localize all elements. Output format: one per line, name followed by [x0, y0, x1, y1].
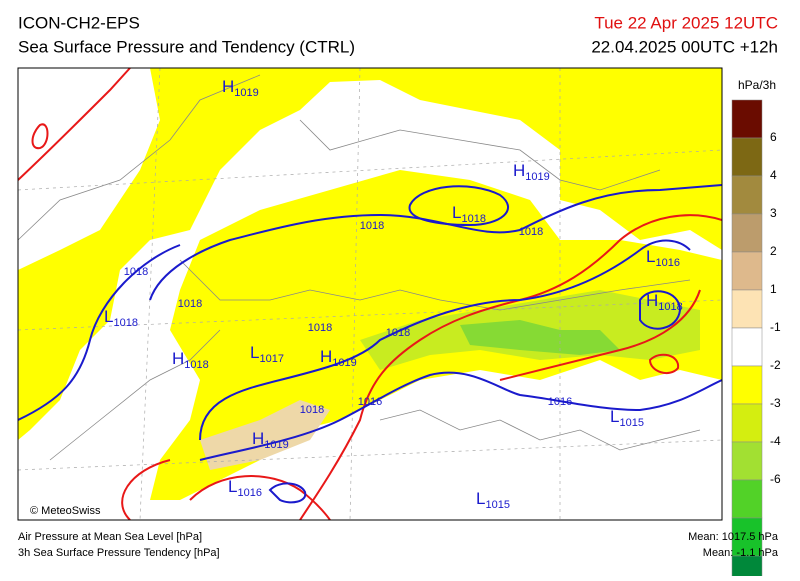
model-name: ICON-CH2-EPS — [18, 13, 140, 32]
pressure-center: L1016 — [646, 247, 680, 268]
isobar-label: 1016 — [548, 396, 572, 408]
legend-label: 2 — [770, 244, 777, 258]
isobar-label: 1018 — [360, 220, 384, 232]
center-letter: L — [228, 477, 237, 496]
legend-swatch — [731, 327, 763, 367]
center-letter: L — [646, 247, 655, 266]
center-letter: H — [172, 349, 184, 368]
map-title: Sea Surface Pressure and Tendency (CTRL) — [18, 37, 355, 56]
center-value: 1017 — [259, 353, 283, 365]
isobar-label: 1018 — [178, 298, 202, 310]
tendency-contours — [18, 68, 722, 520]
center-letter: L — [104, 307, 113, 326]
map: © MeteoSwiss H1019H1019L1018L1016H1018L1… — [17, 67, 723, 521]
center-letter: L — [610, 407, 619, 426]
footer-line: Air Pressure at Mean Sea Level [hPa] — [18, 531, 202, 543]
tendency-area — [18, 68, 722, 440]
legend-swatch — [731, 251, 763, 291]
pressure-center: L1018 — [104, 307, 138, 328]
center-value: 1015 — [485, 499, 509, 511]
legend-swatch — [731, 365, 763, 405]
legend-swatch — [731, 403, 763, 443]
isobar-label: 1018 — [519, 226, 543, 238]
pressure-center: H1018 — [172, 349, 209, 370]
map-frame — [17, 67, 723, 521]
center-letter: H — [320, 347, 332, 366]
legend: hPa/3h 6 4 3 2 1 -1 -2 -3 -4 -6 — [731, 78, 781, 581]
legend-swatch — [731, 289, 763, 329]
center-letter: H — [646, 291, 658, 310]
credit: © MeteoSwiss — [30, 505, 101, 517]
pressure-center: H1019 — [252, 429, 289, 450]
pressure-center: H1018 — [646, 291, 683, 312]
center-value: 1019 — [264, 439, 288, 451]
borders — [18, 74, 701, 461]
center-value: 1016 — [655, 257, 679, 269]
legend-swatch — [731, 137, 763, 177]
center-letter: L — [476, 489, 485, 508]
pressure-center: L1018 — [452, 203, 486, 224]
center-value: 1015 — [619, 417, 643, 429]
pressure-center: H1019 — [320, 347, 357, 368]
legend-label: 3 — [770, 206, 777, 220]
pressure-center: L1017 — [250, 343, 284, 364]
legend-swatch — [731, 555, 763, 581]
center-value: 1019 — [234, 87, 258, 99]
legend-label: 1 — [770, 282, 777, 296]
legend-swatch — [731, 213, 763, 253]
center-value: 1018 — [658, 301, 682, 313]
isobar-label: 1018 — [386, 327, 410, 339]
legend-label: -6 — [770, 472, 781, 486]
legend-swatch — [731, 175, 763, 215]
isobar-label: 1018 — [300, 404, 324, 416]
legend-label: -1 — [770, 320, 781, 334]
pressure-center: L1016 — [228, 477, 262, 498]
pressure-center: L1015 — [476, 489, 510, 510]
pressure-center: L1015 — [610, 407, 644, 428]
center-value: 1016 — [237, 487, 261, 499]
legend-label: 4 — [770, 168, 777, 182]
run-time: 22.04.2025 00UTC +12h — [591, 37, 778, 56]
center-value: 1019 — [525, 171, 549, 183]
center-letter: H — [513, 161, 525, 180]
center-letter: H — [222, 77, 234, 96]
footer-mean: Mean: -1.1 hPa — [703, 547, 779, 559]
footer-line: 3h Sea Surface Pressure Tendency [hPa] — [18, 547, 220, 559]
legend-swatch — [731, 99, 763, 139]
legend-label: 6 — [770, 130, 777, 144]
center-value: 1018 — [113, 317, 137, 329]
legend-swatch — [731, 479, 763, 519]
center-letter: L — [452, 203, 461, 222]
legend-swatch — [731, 441, 763, 481]
legend-label: -4 — [770, 434, 781, 448]
pressure-center: H1019 — [513, 161, 550, 182]
valid-time: Tue 22 Apr 2025 12UTC — [594, 13, 778, 32]
center-letter: L — [250, 343, 259, 362]
isobar-label: 1016 — [358, 396, 382, 408]
tendency-area — [460, 320, 620, 355]
pressure-center: H1019 — [222, 77, 259, 98]
legend-label: -3 — [770, 396, 781, 410]
footer-mean: Mean: 1017.5 hPa — [688, 531, 779, 543]
center-value: 1019 — [332, 357, 356, 369]
isobars — [18, 184, 722, 504]
legend-swatch — [731, 517, 763, 557]
center-value: 1018 — [461, 213, 485, 225]
center-letter: H — [252, 429, 264, 448]
isobar-label: 1018 — [308, 322, 332, 334]
legend-label: -2 — [770, 358, 781, 372]
center-value: 1018 — [184, 359, 208, 371]
legend-unit: hPa/3h — [738, 78, 776, 92]
graticule — [18, 68, 722, 520]
isobar-label: 1018 — [124, 266, 148, 278]
